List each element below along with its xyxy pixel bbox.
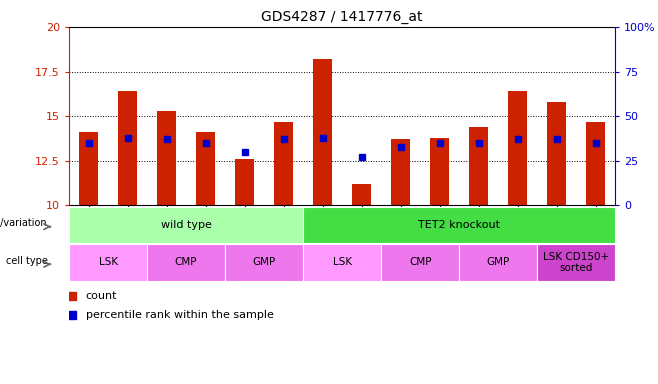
Bar: [352, 184, 371, 205]
Bar: [586, 121, 605, 205]
Title: GDS4287 / 1417776_at: GDS4287 / 1417776_at: [261, 10, 423, 25]
Bar: [235, 159, 255, 205]
Bar: [469, 127, 488, 205]
Text: cell type: cell type: [5, 256, 47, 266]
Text: LSK: LSK: [332, 257, 352, 268]
Text: GMP: GMP: [486, 257, 510, 268]
Bar: [430, 137, 449, 205]
Text: GMP: GMP: [253, 257, 276, 268]
Bar: [508, 91, 528, 205]
Bar: [274, 121, 293, 205]
Text: percentile rank within the sample: percentile rank within the sample: [86, 310, 274, 320]
Text: LSK CD150+
sorted: LSK CD150+ sorted: [543, 252, 609, 273]
Text: genotype/variation: genotype/variation: [0, 218, 47, 228]
Text: count: count: [86, 291, 117, 301]
Text: CMP: CMP: [409, 257, 432, 268]
Text: LSK: LSK: [99, 257, 118, 268]
Text: CMP: CMP: [175, 257, 197, 268]
Bar: [391, 139, 411, 205]
Text: TET2 knockout: TET2 knockout: [418, 220, 500, 230]
Bar: [157, 111, 176, 205]
Bar: [196, 132, 215, 205]
Bar: [547, 102, 567, 205]
Bar: [313, 59, 332, 205]
Text: wild type: wild type: [161, 220, 212, 230]
Bar: [79, 132, 98, 205]
Bar: [118, 91, 138, 205]
